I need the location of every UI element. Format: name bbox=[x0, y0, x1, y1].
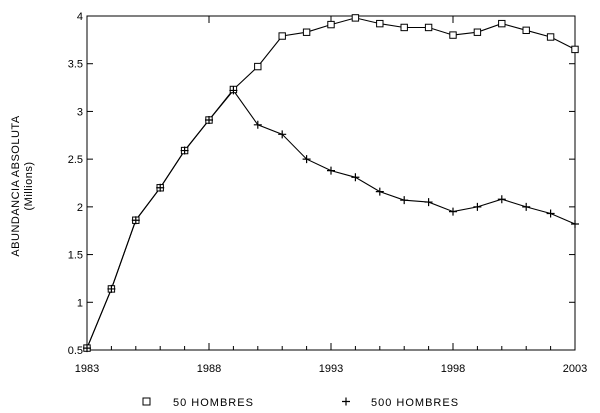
point-50-hombres bbox=[473, 28, 482, 36]
series-group bbox=[83, 14, 579, 353]
legend: 50 HOMBRES 500 HOMBRES bbox=[142, 397, 459, 409]
legend-item-50-hombres: 50 HOMBRES bbox=[142, 397, 254, 409]
point-500-hombres bbox=[449, 207, 457, 216]
y-tick-label: 2 bbox=[77, 202, 83, 214]
series-line-500-hombres bbox=[86, 89, 576, 349]
point-500-hombres bbox=[253, 120, 262, 129]
point-50-hombres bbox=[351, 14, 360, 22]
y-tick-label: 1.5 bbox=[68, 250, 83, 262]
legend-label-500-hombres: 500 HOMBRES bbox=[371, 397, 459, 409]
point-500-hombres bbox=[522, 202, 531, 211]
point-500-hombres bbox=[400, 196, 409, 205]
y-axis-label: ABUNDANCIA ABSOLUTA bbox=[10, 115, 22, 256]
legend-label-50-hombres: 50 HOMBRES bbox=[173, 397, 254, 409]
point-500-hombres bbox=[278, 130, 287, 139]
point-500-hombres bbox=[107, 284, 116, 293]
x-tick-label: 1988 bbox=[197, 363, 221, 375]
point-50-hombres bbox=[546, 33, 555, 41]
legend-square-marker bbox=[142, 397, 151, 406]
y-tick-label: 0.5 bbox=[68, 345, 83, 357]
point-500-hombres bbox=[497, 195, 506, 204]
point-50-hombres bbox=[254, 62, 262, 71]
point-500-hombres bbox=[424, 198, 433, 207]
point-500-hombres bbox=[180, 146, 189, 155]
point-500-hombres bbox=[156, 183, 165, 192]
point-50-hombres bbox=[571, 45, 579, 54]
point-50-hombres bbox=[327, 20, 335, 29]
point-500-hombres bbox=[229, 86, 238, 95]
x-tick-label: 1993 bbox=[319, 363, 343, 375]
y-axis-title: ABUNDANCIA ABSOLUTA (Millions) bbox=[10, 115, 35, 256]
point-500-hombres bbox=[327, 166, 335, 175]
point-500-hombres bbox=[83, 344, 91, 353]
legend-plus-marker bbox=[342, 397, 350, 406]
axis-ticks: 0.5 1 1.5 2 2.5 3 3.5 4 1983 1988 1993 1998 2003 bbox=[68, 11, 588, 375]
x-tick-label: 1998 bbox=[441, 363, 465, 375]
y-tick-label: 3 bbox=[77, 106, 83, 118]
series-line-50-hombres bbox=[86, 17, 576, 349]
point-500-hombres bbox=[205, 116, 213, 125]
plot-frame bbox=[86, 15, 576, 351]
point-500-hombres bbox=[546, 209, 555, 218]
point-50-hombres bbox=[498, 19, 506, 28]
y-tick-label: 1 bbox=[77, 297, 83, 309]
point-500-hombres bbox=[571, 220, 579, 229]
point-500-hombres bbox=[131, 216, 140, 225]
point-50-hombres bbox=[278, 32, 286, 40]
point-500-hombres bbox=[375, 187, 384, 196]
point-50-hombres bbox=[376, 19, 384, 28]
y-tick-label: 3.5 bbox=[68, 59, 83, 71]
point-50-hombres bbox=[522, 26, 530, 35]
x-tick-label: 2003 bbox=[563, 363, 587, 375]
y-axis-unit: (Millions) bbox=[23, 162, 35, 211]
point-50-hombres bbox=[424, 23, 433, 32]
point-50-hombres bbox=[400, 23, 408, 32]
point-50-hombres bbox=[449, 31, 457, 39]
legend-item-500-hombres: 500 HOMBRES bbox=[342, 397, 459, 409]
point-500-hombres bbox=[302, 155, 311, 164]
y-tick-label: 2.5 bbox=[68, 154, 83, 166]
point-500-hombres bbox=[351, 173, 360, 182]
point-500-hombres bbox=[473, 202, 482, 211]
plot-border bbox=[86, 15, 576, 351]
x-tick-label: 1983 bbox=[75, 363, 99, 375]
point-50-hombres bbox=[302, 28, 311, 36]
y-tick-label: 4 bbox=[77, 11, 83, 23]
